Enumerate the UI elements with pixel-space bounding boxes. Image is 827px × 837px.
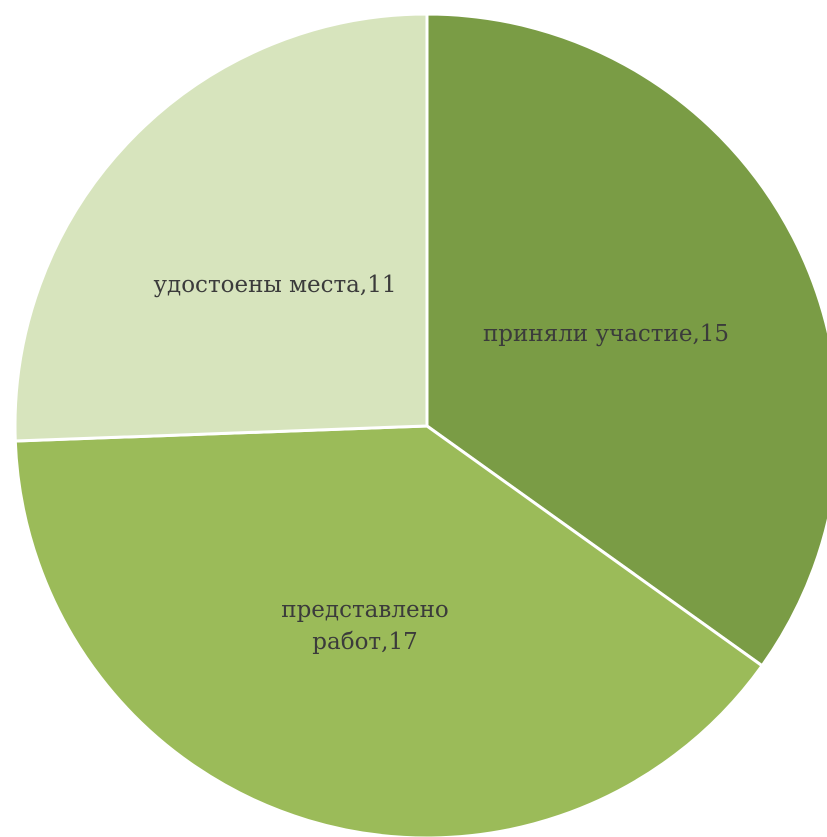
pie-slice-2 (13, 424, 765, 837)
pie-slice-3 (13, 12, 429, 443)
pie-slice-1 (425, 12, 827, 668)
slice-label-line: работ,17 (312, 629, 417, 655)
slice-label-2: представлено работ,17 (281, 597, 449, 655)
slice-label-3: удостоены места,11 (154, 272, 397, 298)
slice-label-line: представлено (281, 597, 449, 623)
slice-label-1: приняли участие,15 (483, 321, 729, 347)
slice-label-line: приняли участие,15 (483, 321, 729, 347)
slice-label-line: удостоены места,11 (154, 272, 397, 298)
